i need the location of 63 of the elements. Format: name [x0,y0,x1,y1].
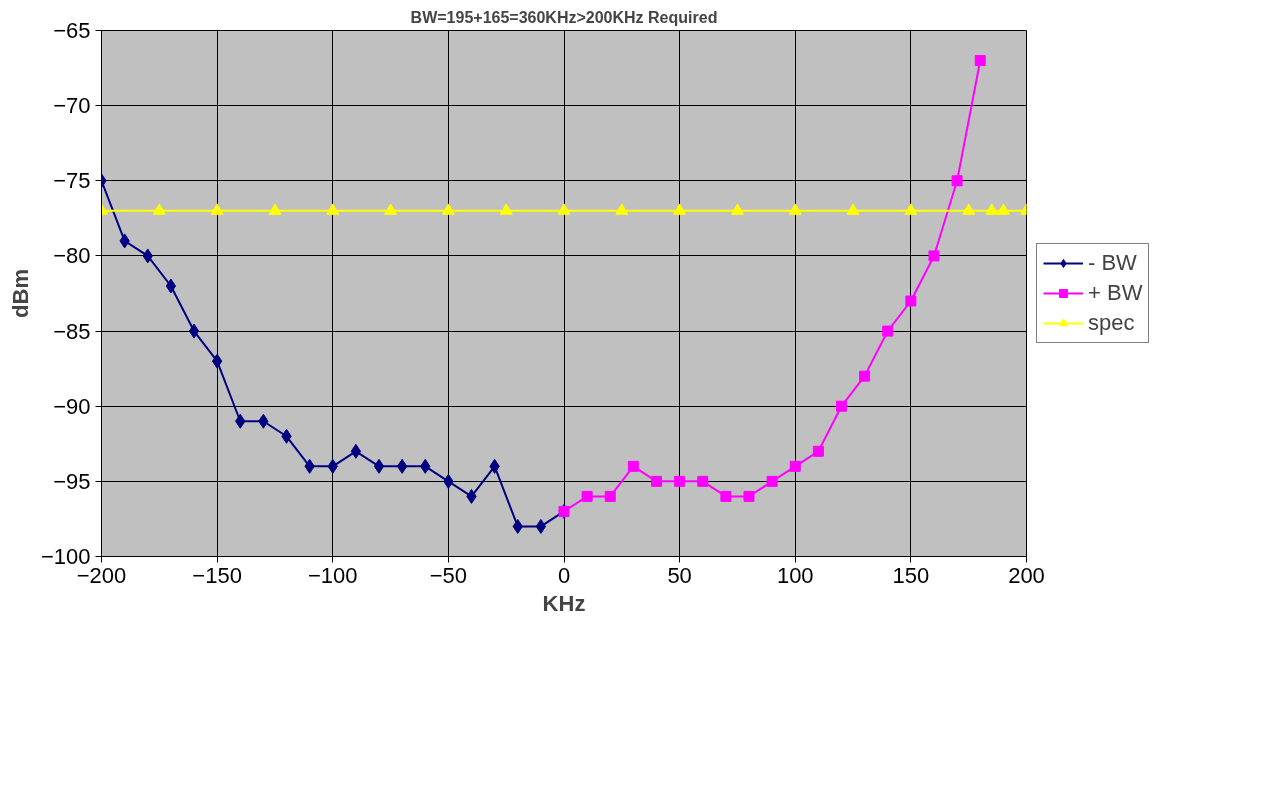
y-tick-label: −80 [53,243,91,269]
point [604,490,616,502]
point [581,490,593,502]
point [788,203,802,215]
y-tick-label: −100 [40,544,91,569]
point [951,175,963,187]
y-tick-label: −70 [53,93,91,119]
y-tick-label: −75 [53,168,91,194]
point [165,278,177,294]
point [210,203,224,215]
legend-label: - BW [1088,250,1137,276]
point [557,203,571,215]
point [350,443,362,459]
point [859,370,871,382]
y-tick-label: −85 [53,318,91,344]
x-tick-label: −100 [307,562,358,588]
point [928,250,940,262]
x-tick-label: −50 [429,562,468,588]
legend-label: spec [1088,310,1135,336]
point [996,203,1010,215]
point [789,460,801,472]
point [720,490,732,502]
x-tick-label: 50 [667,562,692,588]
point [211,353,223,369]
x-tick-label: 0 [557,562,571,588]
point [846,203,860,215]
x-tick-label: −150 [192,562,242,588]
point [985,203,999,215]
y-tick-label: −90 [53,393,91,419]
y-tick-label: −95 [53,468,91,494]
point [730,203,744,215]
point [697,475,709,487]
legend-label: + BW [1088,280,1143,306]
point [152,203,166,215]
x-tick-label: 100 [776,562,814,588]
point [188,323,200,339]
point [812,445,824,457]
y-axis-title: dBm [7,269,33,318]
point [396,458,408,474]
x-tick-label: 150 [892,562,930,588]
point [962,203,976,215]
point [743,490,755,502]
point [373,458,385,474]
point [535,518,547,534]
point [326,203,340,215]
point [673,203,687,215]
point [384,203,398,215]
point [441,203,455,215]
point [268,203,282,215]
point [904,203,918,215]
point [627,460,639,472]
y-tick-label: −65 [53,18,91,43]
point [905,295,917,307]
point [651,475,662,487]
point [836,400,847,412]
point [499,203,513,215]
chart-title: BW=195+165=360KHz>200KHz Required [410,8,718,26]
x-tick-label: 200 [1008,562,1045,588]
point [766,475,778,487]
point [674,475,686,487]
point [882,325,894,337]
point [615,203,629,215]
x-axis-title: KHz [542,590,586,616]
